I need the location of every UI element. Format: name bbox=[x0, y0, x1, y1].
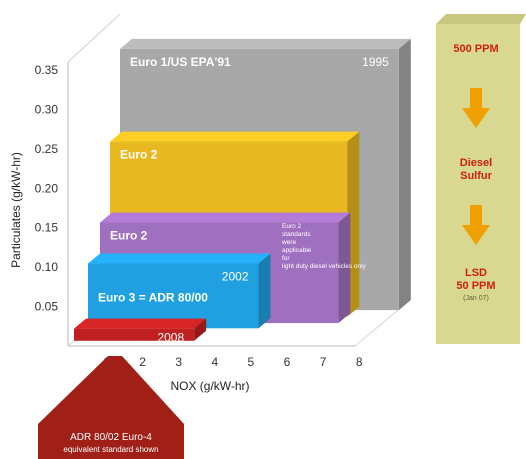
box-top bbox=[88, 253, 271, 264]
y-axis-label: Particulates (g/kW-hr) bbox=[9, 152, 23, 268]
svg-text:were: were bbox=[281, 239, 296, 246]
sidebar-middle-line1: Diesel bbox=[460, 157, 492, 169]
series-name: Euro 2 bbox=[110, 229, 148, 243]
box-front bbox=[88, 263, 259, 329]
y-tick-label: 0.05 bbox=[35, 300, 59, 314]
svg-text:Euro 2: Euro 2 bbox=[282, 223, 302, 230]
x-tick-label: 2 bbox=[139, 355, 146, 369]
box-top bbox=[110, 131, 360, 142]
box-top bbox=[120, 38, 411, 49]
x-tick-label: 6 bbox=[284, 355, 291, 369]
box-3: Euro 3 = ADR 80/00 2002 bbox=[88, 253, 271, 329]
box-4: 2008 bbox=[74, 318, 207, 345]
callout-shape bbox=[38, 356, 184, 459]
sidebar-bottom-note: (Jan 07) bbox=[463, 295, 489, 302]
box-front bbox=[74, 328, 195, 341]
series-year: 2008 bbox=[157, 331, 184, 345]
y-tick-label: 0.10 bbox=[35, 260, 59, 274]
svg-text:for: for bbox=[282, 255, 290, 262]
series-name: Euro 2 bbox=[120, 148, 158, 162]
sidebar-title: 500 PPM bbox=[453, 43, 498, 55]
sidebar-bottom-line2: 50 PPM bbox=[456, 280, 495, 292]
x-tick-label: 4 bbox=[211, 355, 218, 369]
series-name: Euro 3 = ADR 80/00 bbox=[98, 291, 208, 305]
depth-line bbox=[67, 13, 121, 63]
callout-line1: ADR 80/02 Euro-4 bbox=[70, 432, 152, 443]
sidebar-panel bbox=[436, 24, 520, 344]
adr-callout: ADR 80/02 Euro-4 equivalent standard sho… bbox=[38, 356, 184, 459]
svg-text:light duty diesel vehicles onl: light duty diesel vehicles only bbox=[282, 263, 367, 270]
y-tick-label: 0.35 bbox=[35, 63, 59, 77]
arrow-down-icon-2 bbox=[462, 205, 490, 245]
x-tick-label: 5 bbox=[248, 355, 255, 369]
sidebar-middle-line2: Sulfur bbox=[460, 170, 492, 182]
box-top bbox=[100, 212, 351, 223]
x-tick-label: 7 bbox=[320, 355, 327, 369]
y-tick-label: 0.30 bbox=[35, 102, 59, 116]
sidebar-bottom-line1: LSD bbox=[465, 267, 487, 279]
series-year: 2002 bbox=[222, 270, 249, 284]
x-tick-label: 3 bbox=[175, 355, 182, 369]
footnote: Euro 2 standards were applicable for lig… bbox=[281, 223, 367, 270]
y-tick-label: 0.25 bbox=[35, 142, 59, 156]
series-year: 1995 bbox=[362, 55, 389, 69]
x-tick-label: 8 bbox=[356, 355, 363, 369]
arrow-down-icon bbox=[462, 88, 490, 128]
y-tick-label: 0.20 bbox=[35, 181, 59, 195]
sidebar-depth bbox=[436, 14, 526, 24]
x-axis-label: NOX (g/kW-hr) bbox=[170, 379, 249, 393]
callout-line2: equivalent standard shown bbox=[63, 445, 158, 454]
series-name: Euro 1/US EPA'91 bbox=[130, 55, 231, 69]
svg-text:standards: standards bbox=[282, 231, 311, 238]
sulfur-sidebar: 500 PPM Diesel Sulfur LSD 50 PPM (Jan 07… bbox=[436, 14, 526, 344]
box-side bbox=[338, 212, 351, 324]
box-side bbox=[398, 38, 411, 311]
y-tick-label: 0.15 bbox=[35, 221, 59, 235]
box-side bbox=[194, 318, 207, 341]
box-side bbox=[258, 253, 271, 329]
box-top bbox=[74, 318, 207, 329]
svg-text:applicable: applicable bbox=[282, 247, 312, 254]
